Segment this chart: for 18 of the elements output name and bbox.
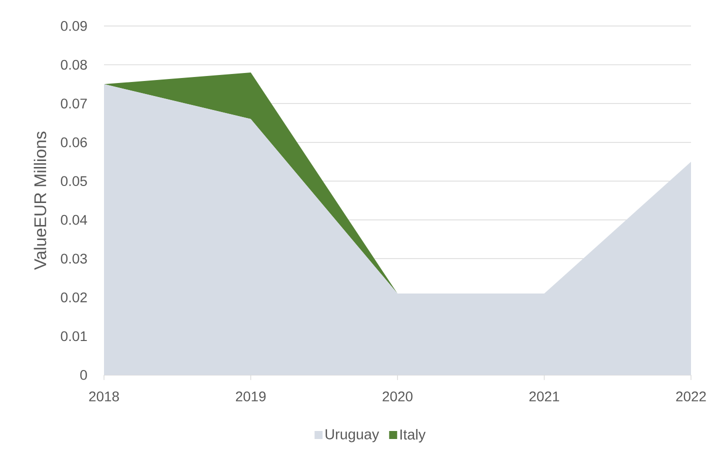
y-tick-label: 0.08 [60,60,87,70]
y-tick-label: 0.07 [60,98,87,108]
x-tick-label: 2022 [676,391,706,402]
x-tick-label: 2021 [529,391,560,402]
y-tick-label: 0.03 [60,254,87,264]
y-tick-label: 0.02 [60,292,87,302]
x-tick-label: 2018 [89,391,119,402]
y-tick-label: 0.05 [60,176,87,186]
y-tick-label: 0.06 [60,137,87,148]
legend-label: Italy [400,429,426,442]
x-tick-label: 2020 [382,391,412,402]
y-axis-title: ValueEUR Millions [34,132,46,270]
y-tick-label: 0.09 [60,21,87,31]
y-tick-label: 0 [80,370,87,380]
y-tick-label: 0.04 [60,214,88,225]
x-tick-label: 2019 [236,391,266,402]
y-tick-label: 0.01 [60,331,87,342]
legend-label: Uruguay [326,429,380,442]
